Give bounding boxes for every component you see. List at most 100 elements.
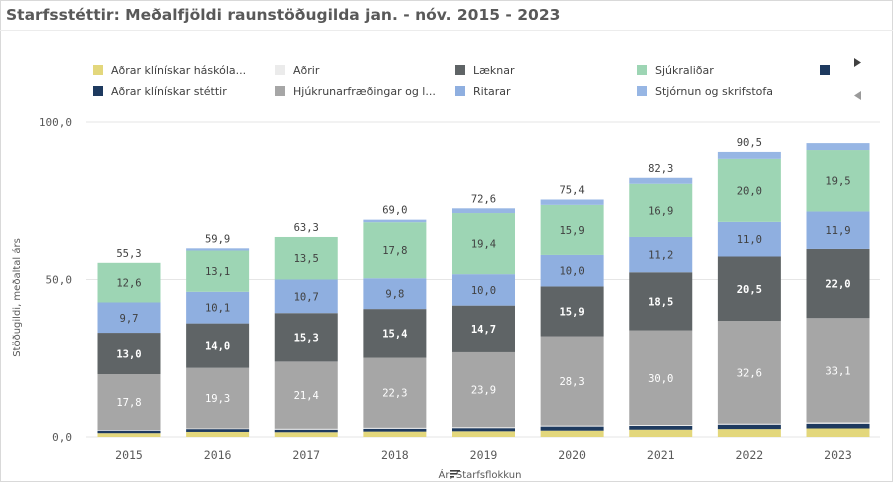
- legend-swatch[interactable]: [455, 86, 465, 96]
- bar-segment[interactable]: [186, 250, 250, 292]
- bar-segment[interactable]: [717, 221, 781, 257]
- bar-segment[interactable]: [363, 431, 427, 437]
- bar-segment[interactable]: [97, 433, 161, 437]
- bar-segment[interactable]: [363, 427, 427, 429]
- bar-segment[interactable]: [452, 428, 515, 432]
- bar-segment[interactable]: [806, 318, 870, 423]
- bar-segment[interactable]: [186, 431, 250, 437]
- data-label: 28,3: [559, 376, 584, 388]
- bar-segment[interactable]: [363, 219, 427, 223]
- bar-segment[interactable]: [97, 430, 161, 434]
- legend-next-arrow-icon[interactable]: [854, 58, 861, 67]
- bar-segment[interactable]: [274, 361, 338, 429]
- bar-segment[interactable]: [97, 374, 161, 431]
- bar-segment[interactable]: [540, 254, 604, 287]
- legend-swatch[interactable]: [275, 65, 285, 75]
- bar-segment[interactable]: [274, 429, 338, 433]
- legend-label[interactable]: Aðrar klínískar háskóla...: [111, 64, 246, 77]
- x-tick-label: 2019: [470, 448, 498, 462]
- bar-segment[interactable]: [540, 425, 604, 427]
- bar-segment[interactable]: [274, 313, 338, 362]
- data-label: 10,0: [471, 285, 496, 297]
- bar-segment[interactable]: [540, 426, 604, 431]
- bar-segment[interactable]: [540, 199, 604, 205]
- bar-segment[interactable]: [97, 430, 161, 431]
- legend-label[interactable]: Aðrar klínískar stéttir: [111, 85, 227, 98]
- data-label: 14,0: [205, 341, 230, 353]
- bar-segment[interactable]: [806, 422, 870, 424]
- legend-label[interactable]: Aðrir: [293, 64, 320, 77]
- bar-segment[interactable]: [452, 427, 515, 429]
- bar-segment[interactable]: [806, 248, 870, 319]
- bar-segment[interactable]: [186, 323, 250, 368]
- bar-segment[interactable]: [186, 248, 250, 251]
- legend-label[interactable]: Læknar: [473, 64, 515, 77]
- bar-segment[interactable]: [363, 428, 427, 432]
- bar-segment[interactable]: [97, 333, 161, 374]
- bar-segment[interactable]: [363, 357, 427, 428]
- bar-segment[interactable]: [717, 424, 781, 430]
- bar-segment[interactable]: [806, 211, 870, 249]
- legend-swatch[interactable]: [275, 86, 285, 96]
- legend-label[interactable]: Hjúkrunarfræðingar og l...: [293, 85, 436, 98]
- bar-segment[interactable]: [186, 367, 250, 429]
- bar-segment[interactable]: [629, 425, 693, 426]
- bar-segment[interactable]: [717, 256, 781, 322]
- sort-icon[interactable]: [450, 470, 460, 478]
- bar-segment[interactable]: [717, 429, 781, 437]
- total-label: 55,3: [116, 248, 141, 260]
- bar-segment[interactable]: [540, 286, 604, 337]
- bar-segment[interactable]: [363, 222, 427, 279]
- bar-segment[interactable]: [629, 272, 693, 331]
- bar-segment[interactable]: [186, 428, 250, 430]
- bar-segment[interactable]: [97, 262, 161, 303]
- bar-segment[interactable]: [363, 278, 427, 310]
- bar-segment[interactable]: [717, 423, 781, 425]
- bar-segment[interactable]: [186, 291, 250, 324]
- bar-segment[interactable]: [717, 158, 781, 222]
- bar-segment[interactable]: [806, 423, 870, 429]
- legend-swatch[interactable]: [637, 86, 647, 96]
- bar-segment[interactable]: [274, 236, 338, 280]
- data-label: 15,9: [559, 225, 584, 237]
- bar-segment[interactable]: [806, 428, 870, 437]
- bar-segment[interactable]: [540, 430, 604, 437]
- bar-segment[interactable]: [363, 309, 427, 358]
- bar-segment[interactable]: [452, 208, 515, 214]
- bar-segment[interactable]: [629, 429, 693, 437]
- bar-segment[interactable]: [540, 336, 604, 426]
- bar-segment[interactable]: [186, 429, 250, 432]
- legend-swatch[interactable]: [93, 65, 103, 75]
- bar-segment[interactable]: [274, 432, 338, 437]
- bar-segment[interactable]: [717, 321, 781, 424]
- x-tick-label: 2018: [381, 448, 409, 462]
- legend-label[interactable]: Stjórnun og skrifstofa: [655, 85, 773, 98]
- bar-segment[interactable]: [806, 150, 870, 212]
- bar-segment[interactable]: [452, 213, 515, 275]
- bar-segment[interactable]: [452, 274, 515, 306]
- legend-swatch[interactable]: [820, 65, 830, 75]
- legend-label[interactable]: Sjúkraliðar: [655, 64, 714, 77]
- bar-segment[interactable]: [629, 177, 693, 184]
- bar-segment[interactable]: [452, 305, 515, 352]
- bar-segment[interactable]: [97, 302, 161, 334]
- bar-segment[interactable]: [629, 236, 693, 273]
- bar-segment[interactable]: [629, 425, 693, 430]
- bar-segment[interactable]: [452, 431, 515, 437]
- data-label: 9,8: [385, 289, 404, 301]
- data-label: 17,8: [116, 397, 141, 409]
- bar-segment[interactable]: [717, 151, 781, 159]
- bar-segment[interactable]: [452, 351, 515, 428]
- legend-label[interactable]: Ritarar: [473, 85, 511, 98]
- legend-prev-arrow-icon[interactable]: [854, 91, 861, 100]
- bar-segment[interactable]: [274, 428, 338, 430]
- bar-segment[interactable]: [540, 204, 604, 255]
- legend-swatch[interactable]: [93, 86, 103, 96]
- bar-segment[interactable]: [274, 279, 338, 314]
- bar-segment[interactable]: [806, 143, 870, 151]
- legend-swatch[interactable]: [637, 65, 647, 75]
- data-label: 10,0: [559, 266, 584, 278]
- bar-segment[interactable]: [629, 183, 693, 237]
- legend-swatch[interactable]: [455, 65, 465, 75]
- bar-segment[interactable]: [629, 330, 693, 426]
